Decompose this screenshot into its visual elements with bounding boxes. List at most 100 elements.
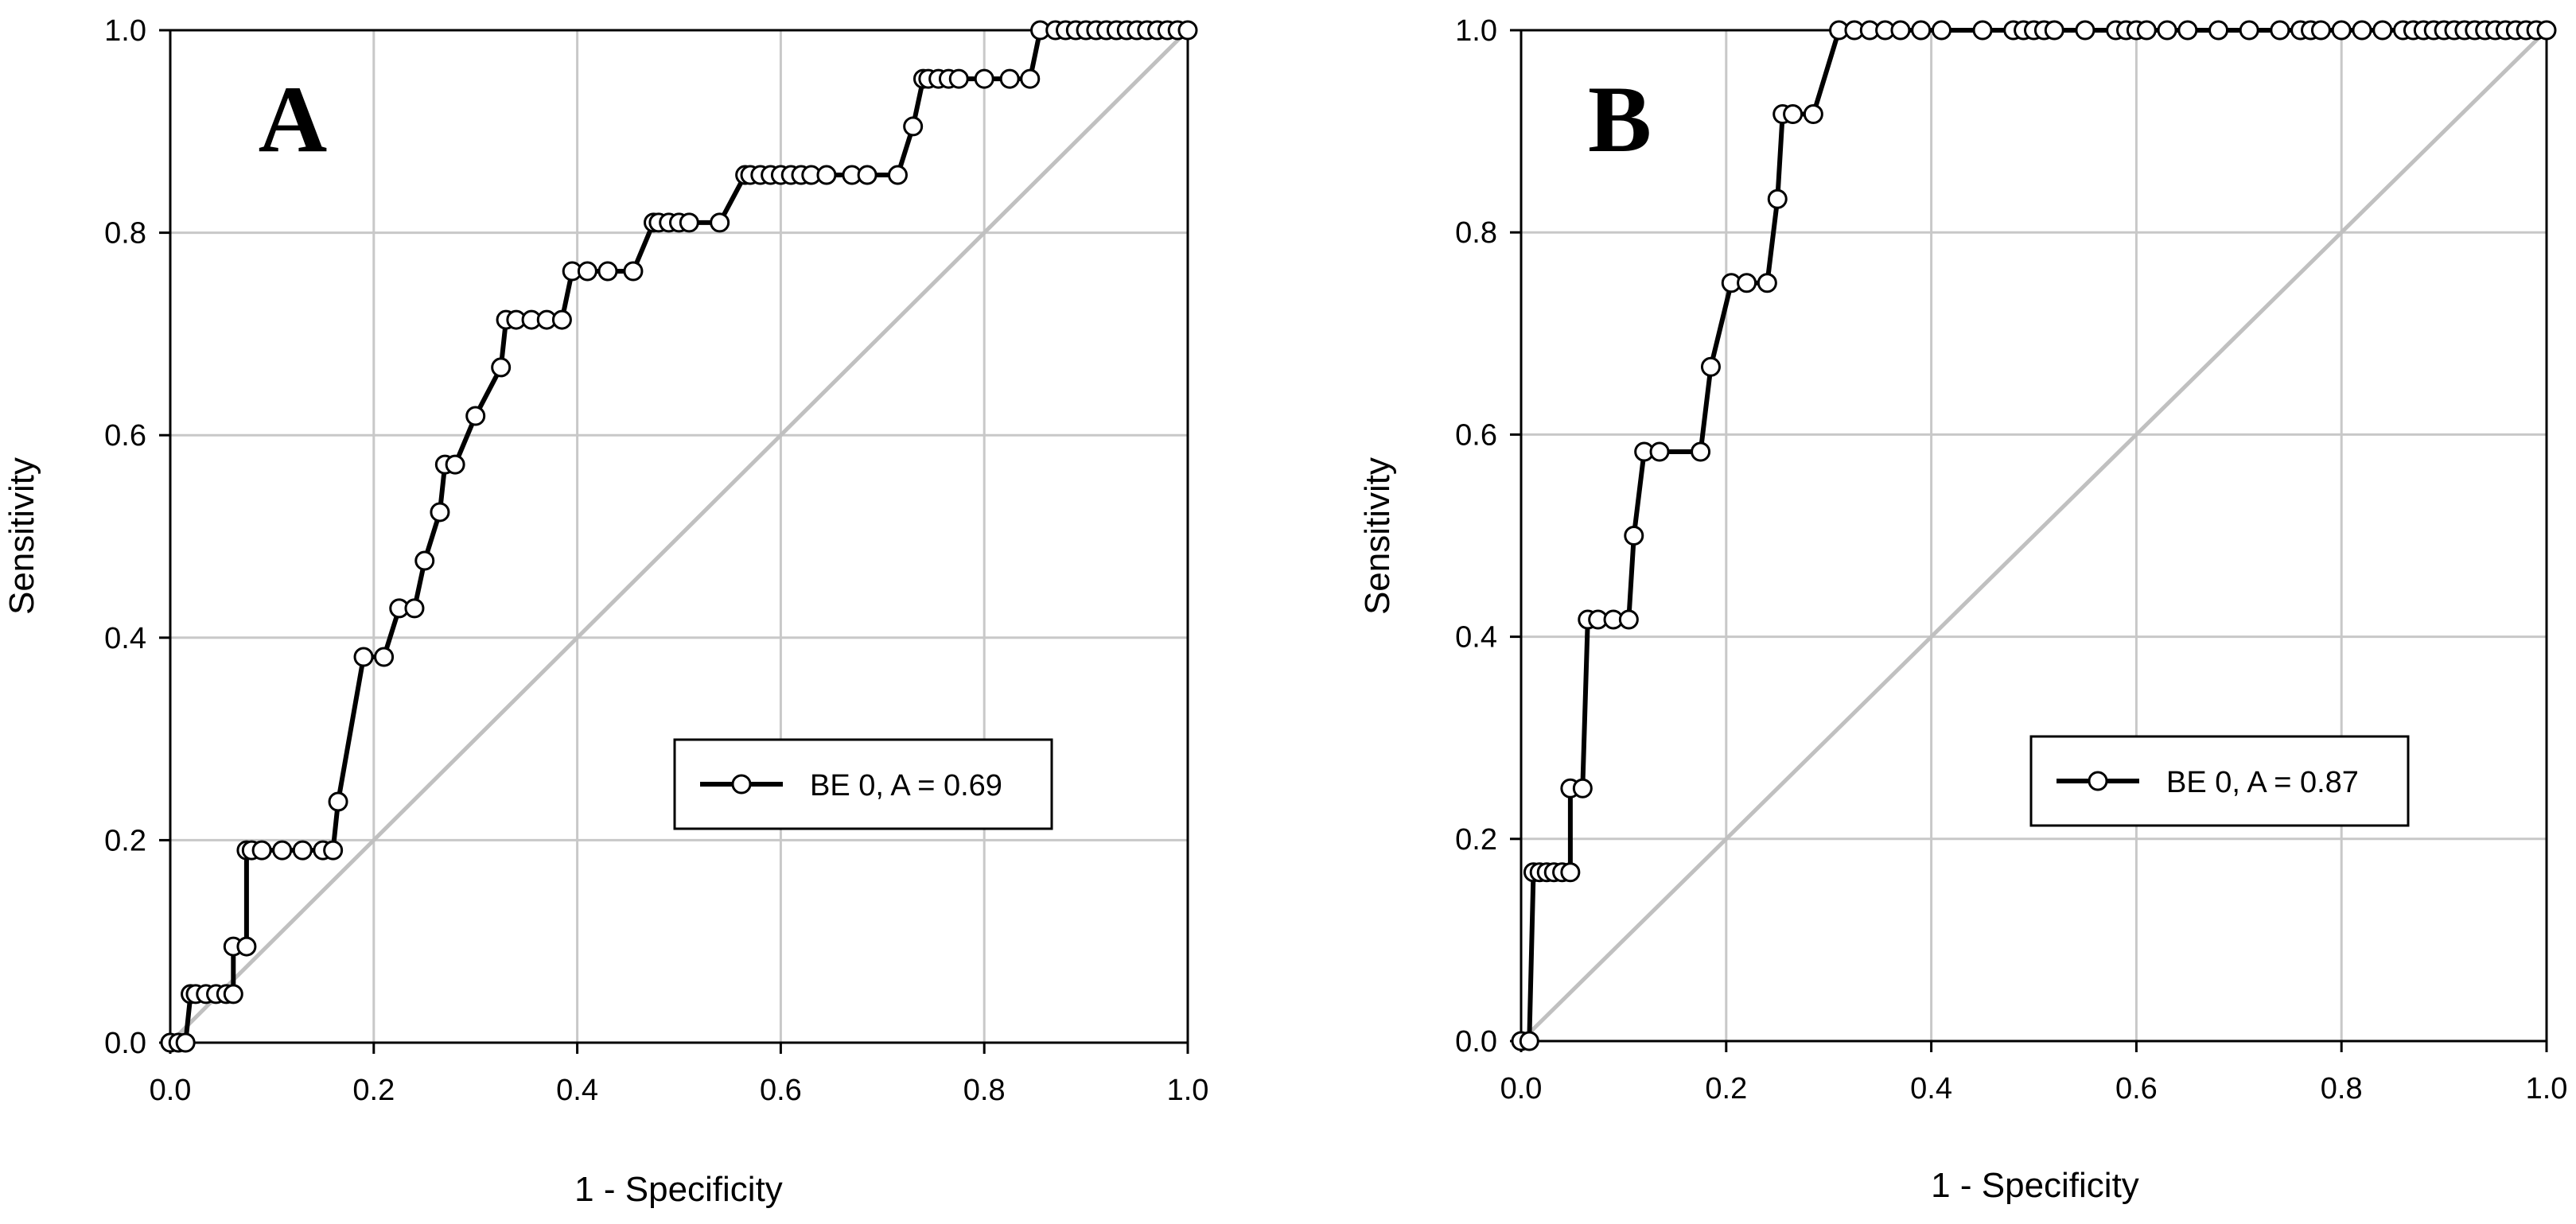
x-tick-label: 0.6 [2115,1072,2158,1105]
x-tick-label: 0.0 [1500,1072,1543,1105]
roc-curve-point [292,840,313,861]
roc-curve-point [353,647,374,667]
roc-curve-point [445,454,465,475]
roc-curve-point [623,261,644,282]
y-tick-label: 0.6 [104,419,146,453]
roc-panel-a: 0.0 0.2 0.4 0.6 0.8 1.0 0.0 0.2 0.4 0.6 0.8 1.0 1 - … [2,14,1208,1209]
x-tick-label: 0.4 [556,1074,598,1107]
roc-curve-point [491,357,512,378]
y-tick-label: 0.0 [104,1027,146,1060]
roc-curve-point [857,165,877,185]
y-tick-label: 0.8 [1455,216,1497,250]
roc-curve-point [816,165,837,185]
roc-curve-point [887,165,908,185]
roc-curve-point [1560,862,1581,883]
legend-entry: BE 0, A = 0.69 [810,769,1002,802]
x-tick-label: 0.6 [760,1074,802,1107]
x-tick-label: 0.8 [2321,1072,2363,1105]
roc-curve-point [2372,20,2393,41]
roc-curve-point [1890,20,1911,41]
y-tick-label: 0.2 [1455,823,1497,857]
roc-curve-point [948,68,969,89]
roc-curve-point [251,840,272,861]
x-axis-title: 1 - Specificity [574,1170,783,1209]
roc-curve-point [323,840,344,861]
roc-curve-point [374,647,395,667]
roc-curve-point [1700,356,1721,377]
roc-curve-point [1624,526,1644,546]
y-tick-label: 0.6 [1455,418,1497,452]
y-axis-title: Sensitivity [2,457,41,615]
roc-curve-point [2157,20,2177,41]
roc-curve-point [679,212,699,233]
reference-diagonal [169,29,1189,1044]
roc-curve-point [1767,188,1788,209]
roc-curve-point [2536,20,2557,41]
y-tick-label: 0.4 [1455,621,1497,655]
x-tick-label: 0.4 [1910,1072,1952,1105]
roc-curve-point [414,550,435,571]
roc-curve-point [1931,20,1951,41]
y-tick-label: 1.0 [104,14,146,48]
legend-marker-swatch [731,774,752,795]
x-tick-label: 0.8 [963,1074,1006,1107]
legend-marker-swatch [2088,771,2108,791]
legend: BE 0, A = 0.69 [673,738,1053,830]
panel-label: A [259,66,328,172]
x-tick-label: 0.2 [1705,1072,1747,1105]
roc-curve-point [223,984,243,1004]
roc-curve-point [1177,20,1198,41]
roc-curve-point [2208,20,2229,41]
roc-curve-point [430,502,450,523]
roc-curve-point [1972,20,1993,41]
x-tick-label: 1.0 [2526,1072,2568,1105]
roc-curve-point [1911,20,1932,41]
reference-diagonal [1520,29,2548,1043]
y-tick-label: 0.0 [1455,1025,1497,1059]
x-tick-label: 0.2 [352,1074,395,1107]
roc-curve-point [404,598,425,619]
roc-curve-point [328,791,348,812]
roc-curve-point [2270,20,2290,41]
y-tick-label: 1.0 [1455,14,1497,48]
y-tick-label: 0.2 [104,824,146,857]
x-tick-label: 1.0 [1167,1074,1209,1107]
roc-curve-point [2177,20,2198,41]
roc-curve-point [2044,20,2064,41]
y-tick-label: 0.4 [104,622,146,655]
y-tick-label: 0.8 [104,217,146,251]
roc-curve-point [551,309,572,330]
x-tick-label: 0.0 [150,1074,192,1107]
roc-curve-point [236,936,257,957]
roc-curve-point [1737,273,1757,293]
roc-curve-point [1618,609,1639,630]
roc-curve-point [1691,441,1711,462]
roc-curve-point [2075,20,2095,41]
roc-curve-point [974,68,994,89]
roc-curve-point [2331,20,2352,41]
y-axis-title: Sensitivity [1358,457,1397,615]
x-axis-title: 1 - Specificity [1931,1166,2139,1205]
legend: BE 0, A = 0.87 [2029,735,2410,827]
roc-panel-b: 0.0 0.2 0.4 0.6 0.8 1.0 0.0 0.2 0.4 0.6 0.8 1.0 1 - … [1358,14,2567,1205]
roc-curve-point [2352,20,2372,41]
roc-curve-point [1783,103,1804,124]
roc-curve-point [903,116,924,137]
roc-curve-point [465,406,486,426]
roc-curve-point [1649,441,1670,462]
roc-curve-point [2239,20,2259,41]
roc-curve-point [1020,68,1041,89]
roc-curve-point [999,68,1020,89]
legend-entry: BE 0, A = 0.87 [2166,766,2359,799]
roc-curve-point [175,1032,196,1053]
roc-curve-point [2310,20,2331,41]
panel-label: B [1588,66,1652,172]
roc-curve-point [1572,778,1593,799]
roc-curve-point [2136,20,2157,41]
plot-frame [169,29,1189,1044]
roc-curve-point [1519,1031,1539,1051]
roc-curve-point [1803,103,1823,124]
roc-curve-point [577,261,597,282]
roc-curve-point [710,212,730,233]
